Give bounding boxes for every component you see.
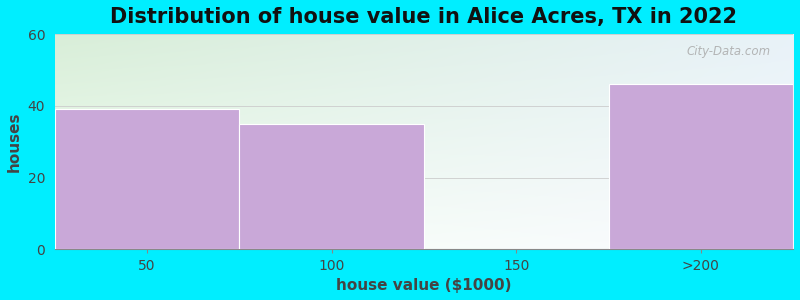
Bar xyxy=(55,110,239,250)
Title: Distribution of house value in Alice Acres, TX in 2022: Distribution of house value in Alice Acr… xyxy=(110,7,738,27)
Y-axis label: houses: houses xyxy=(7,112,22,172)
Bar xyxy=(239,124,424,250)
X-axis label: house value ($1000): house value ($1000) xyxy=(336,278,512,293)
Text: City-Data.com: City-Data.com xyxy=(686,45,771,58)
Bar xyxy=(609,84,793,250)
